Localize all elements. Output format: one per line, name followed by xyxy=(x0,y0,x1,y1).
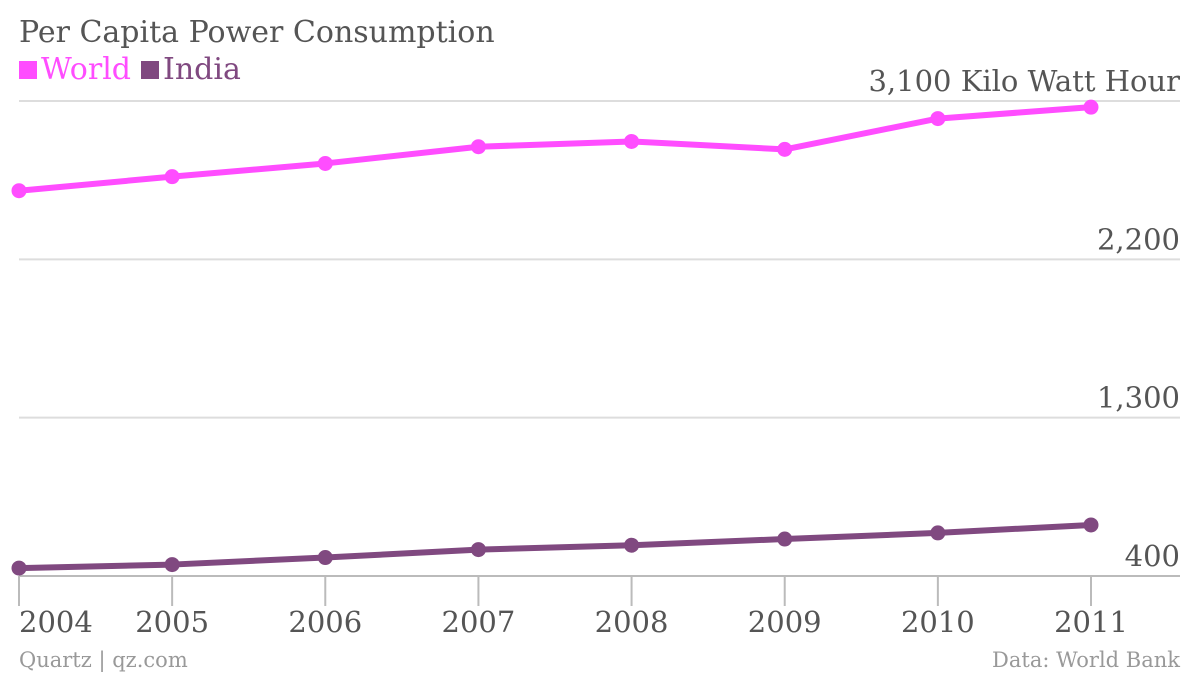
legend-swatch-0 xyxy=(19,61,37,79)
grid: 400 1,300 2,200 3,100 Kilo Watt Hour xyxy=(19,64,1180,577)
x-tick-label-0: 2004 xyxy=(19,605,93,639)
chart-title: Per Capita Power Consumption xyxy=(19,15,495,50)
series-line-world xyxy=(16,104,1094,194)
series-layer xyxy=(11,99,1099,576)
x-tick-label-5: 2009 xyxy=(748,605,822,639)
legend-label-1: India xyxy=(163,52,241,87)
data-point-world-2004 xyxy=(11,183,27,199)
data-point-world-2008 xyxy=(624,133,640,149)
y-tick-label-2: 2,200 xyxy=(1097,222,1180,256)
data-point-india-2010 xyxy=(930,525,946,541)
legend-swatch-1 xyxy=(141,61,159,79)
legend: World India xyxy=(19,52,241,87)
y-tick-label-1: 1,300 xyxy=(1097,381,1180,415)
x-tick-label-7: 2011 xyxy=(1054,605,1128,639)
data-point-india-2004 xyxy=(11,560,27,576)
data-point-world-2005 xyxy=(164,169,180,185)
x-tick-label-4: 2008 xyxy=(595,605,669,639)
footer-source-right: Data: World Bank xyxy=(992,648,1180,672)
footer-source-left: Quartz | qz.com xyxy=(19,648,188,673)
data-point-india-2005 xyxy=(164,557,180,573)
x-tick-label-3: 2007 xyxy=(442,605,516,639)
data-point-india-2007 xyxy=(470,542,486,558)
x-tick-label-6: 2010 xyxy=(901,605,975,639)
data-point-india-2009 xyxy=(777,531,793,547)
x-axis: 2004 2005 2006 2007 2008 2009 2010 2011 xyxy=(18,575,1180,639)
legend-label-0: World xyxy=(41,52,131,87)
data-point-india-2008 xyxy=(624,537,640,553)
data-point-world-2010 xyxy=(930,111,946,127)
data-point-world-2006 xyxy=(317,155,333,171)
x-tick-label-2: 2006 xyxy=(288,605,362,639)
data-point-world-2007 xyxy=(470,139,486,155)
data-point-india-2006 xyxy=(317,550,333,566)
data-point-world-2011 xyxy=(1083,99,1099,115)
y-tick-label-0: 400 xyxy=(1125,539,1180,573)
data-point-india-2011 xyxy=(1083,517,1099,533)
series-line-india xyxy=(16,521,1094,572)
x-tick-label-1: 2005 xyxy=(135,605,209,639)
data-point-world-2009 xyxy=(777,141,793,157)
y-tick-label-3: 3,100 Kilo Watt Hour xyxy=(868,64,1180,98)
